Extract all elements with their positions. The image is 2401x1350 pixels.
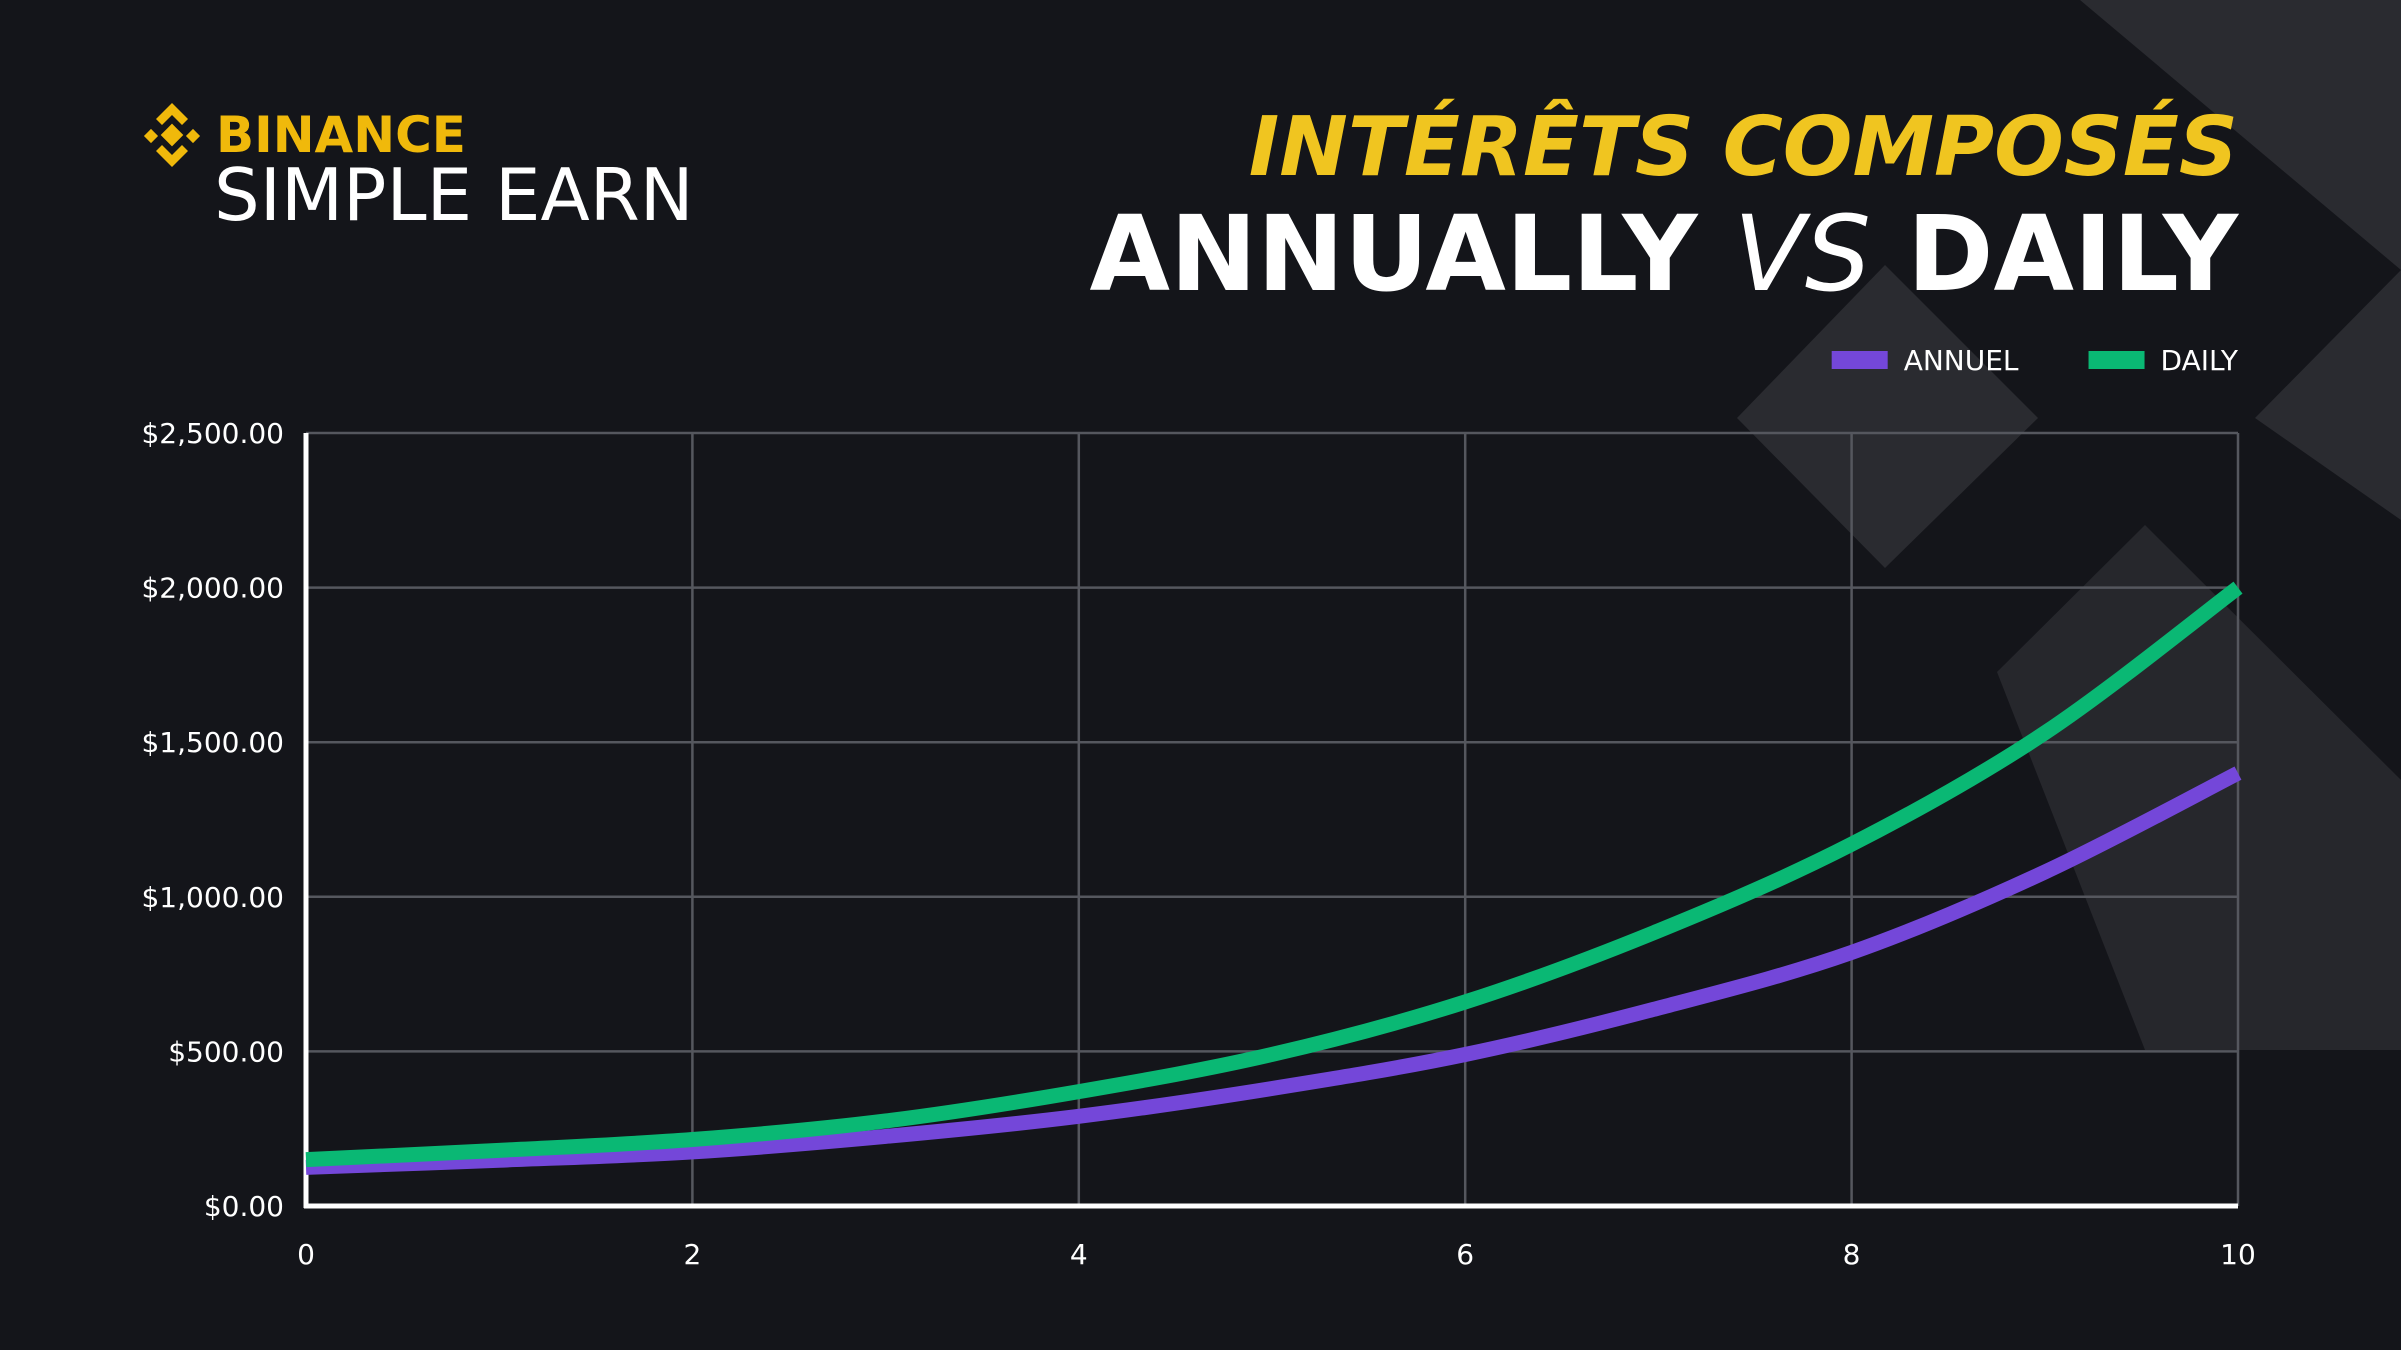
- title-part: ANNUALLY: [1090, 193, 1700, 315]
- y-tick-label: $1,500.00: [141, 726, 284, 759]
- x-tick-label: 8: [1843, 1238, 1861, 1271]
- legend-label: DAILY: [2161, 344, 2239, 377]
- series-line: [305, 766, 2242, 1175]
- x-tick-label: 10: [2220, 1238, 2256, 1271]
- logo-part: [156, 145, 188, 167]
- series-line: [305, 581, 2243, 1168]
- y-tick-label: $0.00: [204, 1190, 284, 1223]
- x-tick-label: 4: [1070, 1238, 1088, 1271]
- title-line-1: INTÉRÊTS COMPOSÉS: [1249, 99, 2238, 195]
- legend-swatch: [2088, 351, 2145, 369]
- brand-name: BINANCE: [216, 106, 466, 164]
- x-tick-label: 6: [1456, 1238, 1474, 1271]
- decor-diamond: [1737, 265, 2038, 568]
- legend-swatch: [1831, 351, 1888, 369]
- y-tick-label: $1,000.00: [141, 881, 284, 914]
- y-tick-label: $500.00: [168, 1035, 284, 1068]
- title-part: DAILY: [1907, 193, 2240, 315]
- brand-product: SIMPLE EARN: [214, 153, 694, 237]
- logo-part: [156, 103, 188, 125]
- y-tick-label: $2,000.00: [141, 572, 284, 605]
- title-part: VS: [1734, 193, 1871, 315]
- legend-label: ANNUEL: [1904, 344, 2019, 377]
- decor-diamond: [2080, 0, 2401, 520]
- y-tick-label: $2,500.00: [141, 417, 284, 450]
- title-line-2: ANNUALLY VS DAILY: [1090, 193, 2240, 315]
- x-tick-label: 0: [297, 1238, 315, 1271]
- x-tick-label: 2: [683, 1238, 701, 1271]
